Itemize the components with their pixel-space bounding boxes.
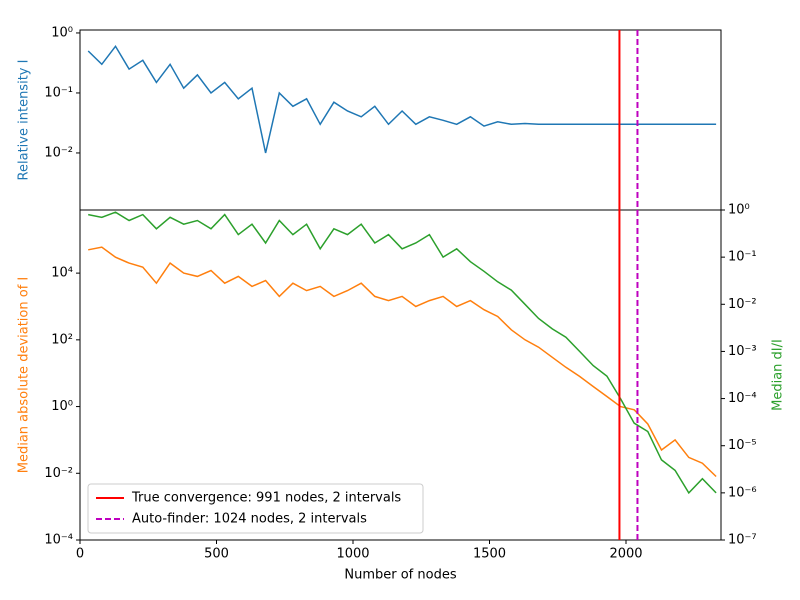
- y2-tick-label: 10⁻¹: [728, 250, 757, 265]
- y-tick-label: 10⁻⁴: [44, 533, 73, 548]
- legend-label: True convergence: 991 nodes, 2 intervals: [131, 491, 401, 506]
- y2-tick-label: 10⁰: [728, 203, 750, 218]
- y-tick-label: 10⁻²: [44, 145, 73, 160]
- legend-box: [87, 483, 424, 534]
- x-tick-label: 1500: [473, 547, 506, 562]
- y2-tick-label: 10⁻⁵: [728, 438, 757, 453]
- x-tick-label: 2000: [609, 547, 642, 562]
- x-tick-label: 0: [76, 547, 84, 562]
- y-tick-label: 10⁴: [51, 266, 73, 281]
- axes-frame: [79, 209, 722, 541]
- x-tick-label: 500: [204, 547, 229, 562]
- y-tick-label: 10⁻²: [44, 466, 73, 481]
- y2-axis-label: Median dI/I: [771, 339, 786, 411]
- y-axis-label: Median absolute deviation of I: [17, 277, 32, 474]
- y2-tick-label: 10⁻²: [728, 297, 757, 312]
- y-tick-label: 10⁰: [51, 25, 73, 40]
- data-line: [87, 44, 717, 154]
- data-line: [88, 246, 717, 478]
- data-line: [88, 211, 717, 495]
- y-axis-label: Relative intensity I: [17, 60, 32, 181]
- y2-tick-label: 10⁻⁷: [728, 533, 757, 548]
- x-tick-label: 1000: [336, 547, 369, 562]
- y-tick-label: 10⁻¹: [44, 85, 73, 100]
- y2-tick-label: 10⁻⁶: [728, 485, 757, 500]
- y2-tick-label: 10⁻⁴: [728, 391, 757, 406]
- y2-tick-label: 10⁻³: [728, 344, 757, 359]
- y-tick-label: 10⁰: [51, 399, 73, 414]
- y-tick-label: 10²: [51, 332, 73, 347]
- legend-label: Auto-finder: 1024 nodes, 2 intervals: [132, 512, 367, 527]
- x-axis-label: Number of nodes: [344, 568, 456, 583]
